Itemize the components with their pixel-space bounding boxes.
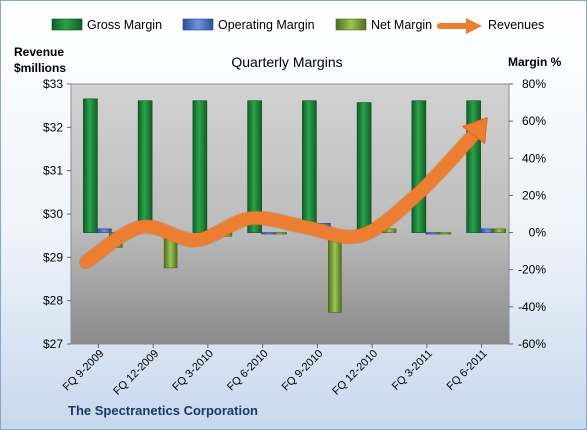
right-axis: -60% -40% -20% 0% 20% 40% 60% 80%	[509, 77, 546, 351]
company-name: The Spectranetics Corporation	[68, 403, 258, 418]
legend-item-net-margin[interactable]: Net Margin	[335, 18, 432, 32]
right-tick-label: -60%	[518, 337, 546, 351]
left-tick-label: $28	[43, 294, 63, 308]
left-tick-label: $31	[43, 164, 63, 178]
bar-series	[83, 98, 506, 313]
gross-margin-bar[interactable]	[302, 100, 317, 233]
right-tick-label: -40%	[518, 300, 546, 314]
right-tick-label: 60%	[522, 114, 546, 128]
right-tick-label: 20%	[522, 188, 546, 202]
left-axis-title-line1: Revenue	[14, 45, 64, 59]
category-label: FQ 12-2010	[330, 348, 380, 398]
net-margin-bar[interactable]	[328, 232, 342, 313]
legend-item-revenues[interactable]: Revenues	[437, 18, 544, 34]
legend-label-revenues: Revenues	[488, 18, 544, 32]
category-axis: FQ 9-2009 FQ 12-2009 FQ 3-2010 FQ 6-2010 FQ …	[61, 344, 490, 398]
gross-margin-bar[interactable]	[411, 100, 427, 233]
legend-swatch-net-margin	[335, 18, 367, 31]
category-label: FQ 9-2009	[61, 348, 107, 394]
gross-margin-bar[interactable]	[356, 102, 372, 233]
left-tick-label: $32	[43, 120, 63, 134]
category-label: FQ 6-2011	[445, 348, 490, 393]
gross-margin-bar[interactable]	[83, 98, 98, 233]
right-tick-label: 40%	[522, 151, 546, 165]
left-tick-label: $33	[43, 77, 63, 91]
legend: Gross Margin Operating Margin Net Margin…	[51, 18, 544, 34]
legend-label-net-margin: Net Margin	[371, 18, 432, 32]
right-tick-label: 0%	[529, 226, 547, 240]
chart-title: Quarterly Margins	[231, 54, 342, 70]
gross-margin-bar[interactable]	[247, 100, 262, 233]
legend-label-operating-margin: Operating Margin	[218, 18, 315, 32]
legend-swatch-operating-margin	[182, 18, 214, 31]
revenues-line[interactable]	[79, 128, 481, 269]
left-tick-label: $29	[43, 250, 63, 264]
category-label: FQ 12-2009	[111, 348, 161, 398]
net-margin-bar[interactable]	[492, 228, 506, 233]
plot-area	[70, 83, 510, 345]
legend-arrow-revenues-icon	[437, 18, 482, 34]
category-label: FQ 9-2010	[280, 348, 326, 394]
left-axis: $27 $28 $29 $30 $31 $32 $33	[43, 77, 71, 351]
right-tick-label: 80%	[522, 77, 546, 91]
revenues-series	[78, 116, 488, 270]
operating-margin-bar[interactable]	[97, 228, 112, 233]
gross-margin-bar[interactable]	[192, 100, 208, 233]
right-tick-label: -20%	[518, 263, 546, 277]
revenues-arrow-head-icon	[461, 116, 488, 145]
category-label: FQ 3-2010	[170, 348, 216, 394]
gross-margin-bar[interactable]	[137, 100, 153, 233]
category-label: FQ 3-2011	[390, 348, 435, 393]
right-axis-title: Margin %	[508, 55, 562, 69]
left-axis-title-line2: $millions	[14, 61, 66, 75]
category-label: FQ 6-2010	[225, 348, 271, 394]
legend-swatch-gross-margin	[51, 18, 83, 31]
left-tick-label: $27	[43, 337, 63, 351]
net-margin-bar[interactable]	[273, 232, 287, 235]
left-tick-label: $30	[43, 207, 63, 221]
legend-item-gross-margin[interactable]: Gross Margin	[51, 18, 162, 32]
legend-item-operating-margin[interactable]: Operating Margin	[182, 18, 315, 32]
legend-label-gross-margin: Gross Margin	[87, 18, 162, 32]
net-margin-bar[interactable]	[437, 232, 452, 235]
